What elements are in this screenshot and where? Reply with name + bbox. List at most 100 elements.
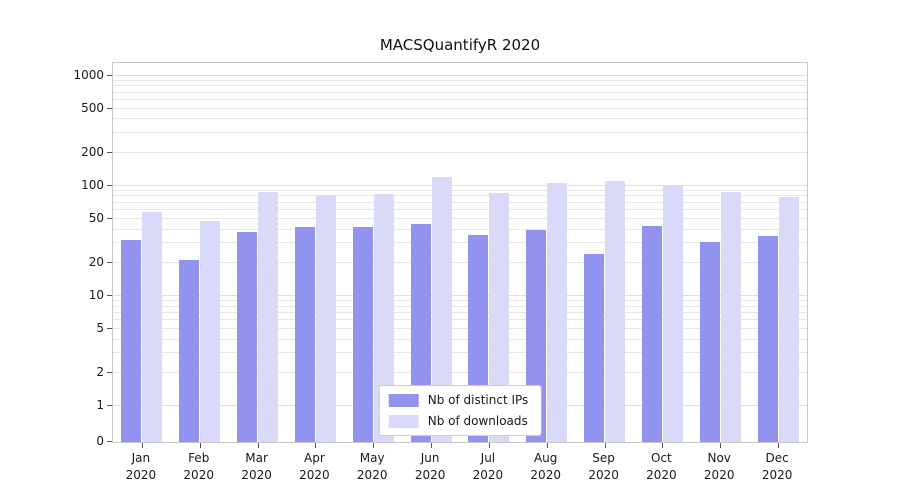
bar-distinct-ips [699, 241, 720, 442]
gridline [113, 217, 807, 219]
x-tick-year: 2020 [588, 467, 619, 482]
x-tick-label: Jan 2020 [112, 450, 170, 484]
gridline [113, 184, 807, 186]
gridlines-layer [113, 63, 807, 442]
gridline [113, 311, 807, 313]
gridline [113, 107, 807, 109]
y-tick-mark [107, 151, 112, 153]
y-tick-mark [107, 405, 112, 406]
x-tick-year: 2020 [472, 467, 504, 482]
y-tick-mark [107, 328, 112, 329]
gridline [113, 371, 807, 373]
x-tick-year: 2020 [125, 467, 157, 482]
bar-downloads [142, 211, 163, 442]
y-tick-label: 10 [88, 287, 104, 302]
gridline [113, 91, 807, 93]
gridline [113, 242, 807, 244]
x-tick-mark [662, 443, 664, 448]
x-tick-month: Mar [245, 451, 268, 465]
gridline [113, 261, 807, 263]
bar-distinct-ips [294, 227, 315, 442]
bar-downloads [662, 184, 683, 442]
x-tick-mark [257, 443, 259, 448]
gridline [113, 201, 807, 203]
gridline [113, 305, 807, 307]
bars-layer [113, 63, 807, 442]
x-tick-mark [431, 443, 433, 448]
x-tick-year: 2020 [646, 467, 677, 482]
y-tick-label: 50 [88, 210, 104, 225]
x-tick-year: 2020 [761, 467, 793, 482]
x-tick-month: Feb [188, 451, 210, 465]
gridline [113, 132, 807, 134]
gridline [113, 85, 807, 87]
x-tick-mark [488, 443, 490, 448]
y-tick-mark [107, 74, 112, 76]
gridline [113, 189, 807, 191]
x-tick-label: Nov 2020 [690, 450, 748, 484]
x-tick-label: May 2020 [343, 450, 401, 484]
gridline [113, 228, 807, 230]
x-tick-mark [199, 443, 201, 448]
y-axis-labels: 0 1 2 5 10 20 50 100 200 500 1000 [0, 62, 104, 448]
y-tick-mark [107, 261, 112, 263]
gridline [113, 294, 807, 296]
x-tick-label: Sep 2020 [575, 450, 633, 484]
bar-distinct-ips [121, 240, 142, 442]
x-tick-year: 2020 [241, 467, 272, 482]
x-tick-label: Jun 2020 [401, 450, 459, 484]
legend: Nb of distinct IPs Nb of downloads [378, 385, 542, 436]
x-tick-mark [604, 443, 606, 448]
x-tick-month: Nov [707, 451, 731, 465]
x-tick-label: Apr 2020 [286, 450, 344, 484]
legend-label-0: Nb of distinct IPs [427, 393, 529, 407]
x-tick-label: Dec 2020 [748, 450, 806, 484]
gridline [113, 338, 807, 340]
x-tick-label: Oct 2020 [633, 450, 691, 484]
x-tick-label: Feb 2020 [170, 450, 228, 484]
y-tick-label: 2 [96, 364, 104, 379]
x-tick-month: Jun [420, 451, 440, 465]
x-tick-mark [778, 443, 780, 448]
legend-swatch-1 [388, 414, 419, 428]
x-tick-year: 2020 [530, 467, 561, 482]
gridline [113, 118, 807, 120]
y-tick-label: 500 [81, 100, 104, 115]
y-tick-label: 5 [96, 321, 104, 335]
x-axis-labels: Jan 2020 Feb 2020 Mar 2020 Apr 2020 May 2020 Jun 20… [112, 450, 808, 492]
bar-downloads [315, 194, 336, 442]
gridline [113, 79, 807, 81]
bar-downloads [431, 177, 452, 442]
bar-distinct-ips [641, 226, 662, 442]
bar-downloads [778, 197, 799, 442]
y-tick-mark [107, 441, 112, 442]
x-tick-mark [315, 443, 317, 448]
x-tick-label: Jul 2020 [459, 450, 517, 484]
x-tick-label: Mar 2020 [228, 450, 286, 484]
bar-distinct-ips [352, 227, 373, 442]
y-tick-label: 1 [96, 398, 104, 412]
x-tick-year: 2020 [299, 467, 330, 482]
y-tick-mark [107, 294, 112, 296]
bar-downloads [547, 183, 568, 442]
y-tick-label: 0 [96, 434, 104, 448]
legend-row: Nb of downloads [388, 414, 529, 428]
x-tick-month: May [359, 451, 385, 465]
y-tick-label: 1000 [73, 67, 104, 82]
x-tick-month: Dec [765, 451, 789, 465]
bar-distinct-ips [237, 232, 258, 442]
bar-downloads [200, 220, 221, 442]
gridline [113, 74, 807, 76]
legend-swatch-0 [388, 393, 419, 407]
gridline [113, 99, 807, 100]
x-tick-mark [373, 443, 375, 448]
x-tick-month: Sep [592, 451, 615, 465]
gridline [113, 299, 807, 301]
gridline [113, 352, 807, 354]
gridline [113, 151, 807, 153]
x-tick-label: Aug 2020 [517, 450, 575, 484]
bar-distinct-ips [757, 235, 778, 442]
bar-downloads [373, 193, 394, 442]
x-tick-mark [141, 443, 143, 448]
